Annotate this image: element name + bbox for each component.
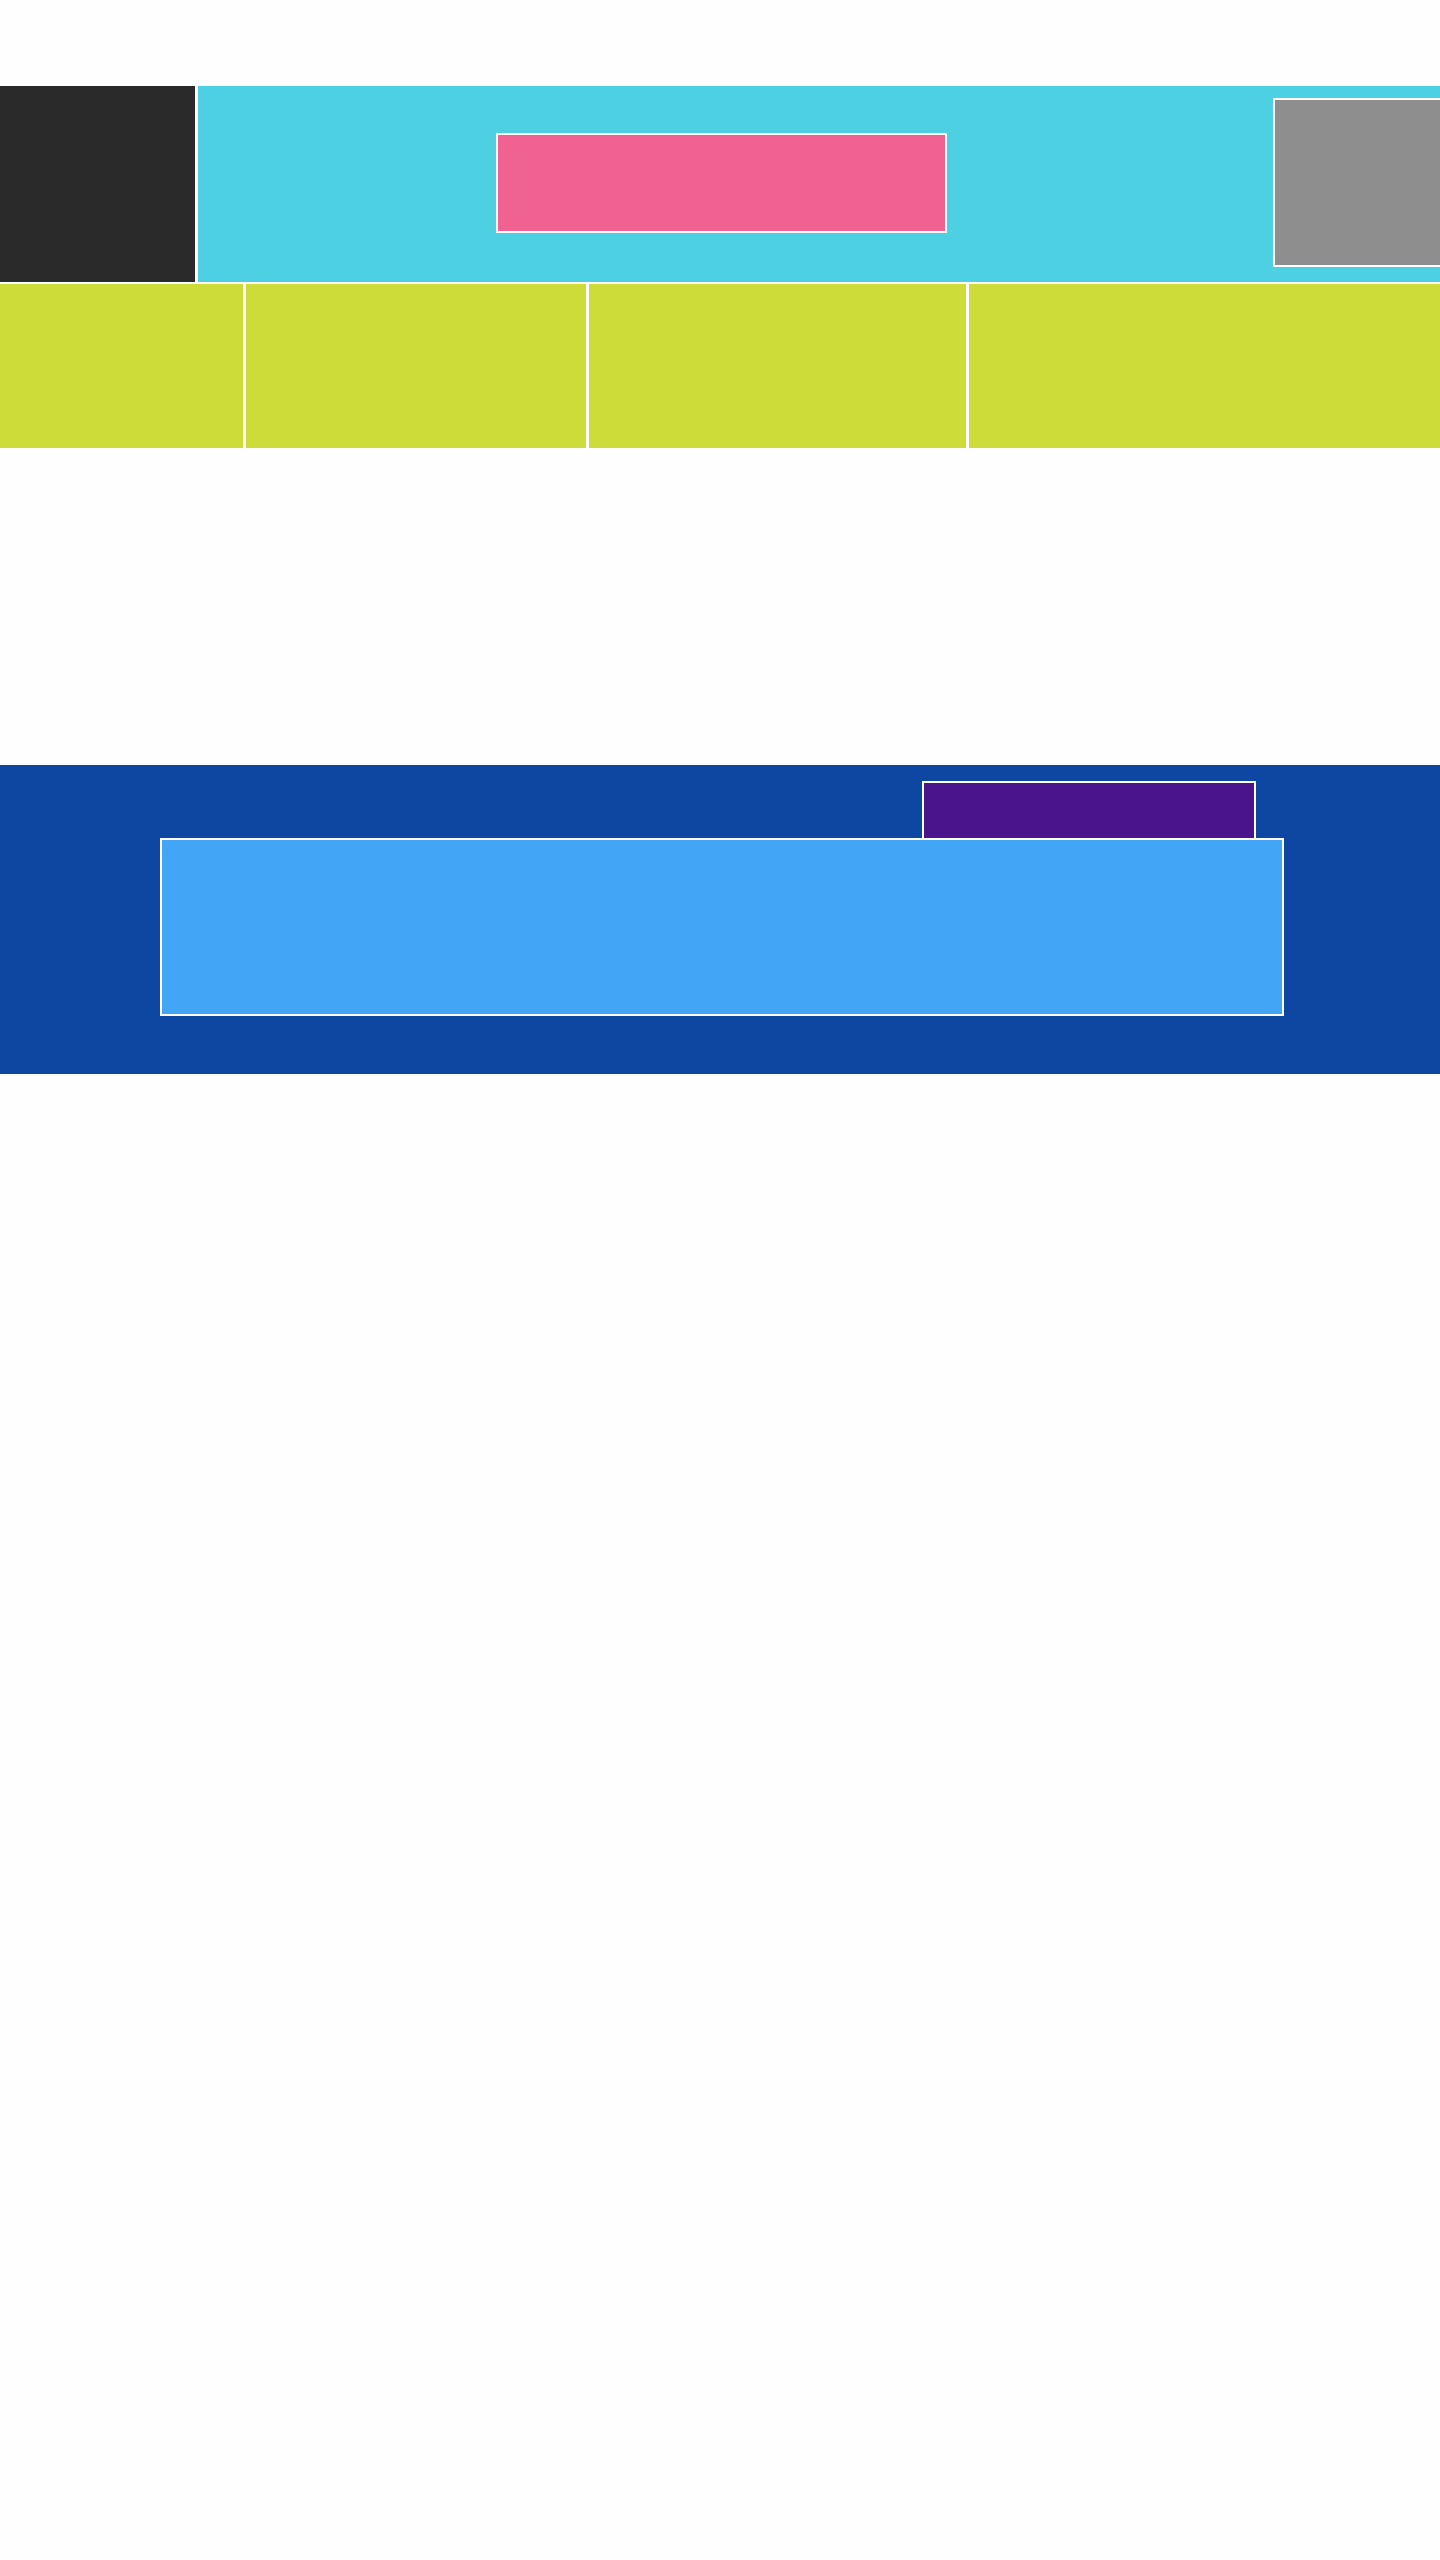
header-center-banner[interactable] — [496, 133, 947, 233]
hero-card[interactable] — [160, 838, 1284, 1016]
header-logo[interactable] — [0, 86, 198, 282]
nav-item-4[interactable] — [969, 284, 1440, 448]
nav-item-1[interactable] — [0, 284, 246, 448]
nav-item-2[interactable] — [246, 284, 589, 448]
header-thumbnail-image[interactable] — [1273, 98, 1440, 267]
nav-row — [0, 282, 1440, 448]
nav-item-3[interactable] — [589, 284, 969, 448]
hero-tab[interactable] — [922, 781, 1256, 841]
